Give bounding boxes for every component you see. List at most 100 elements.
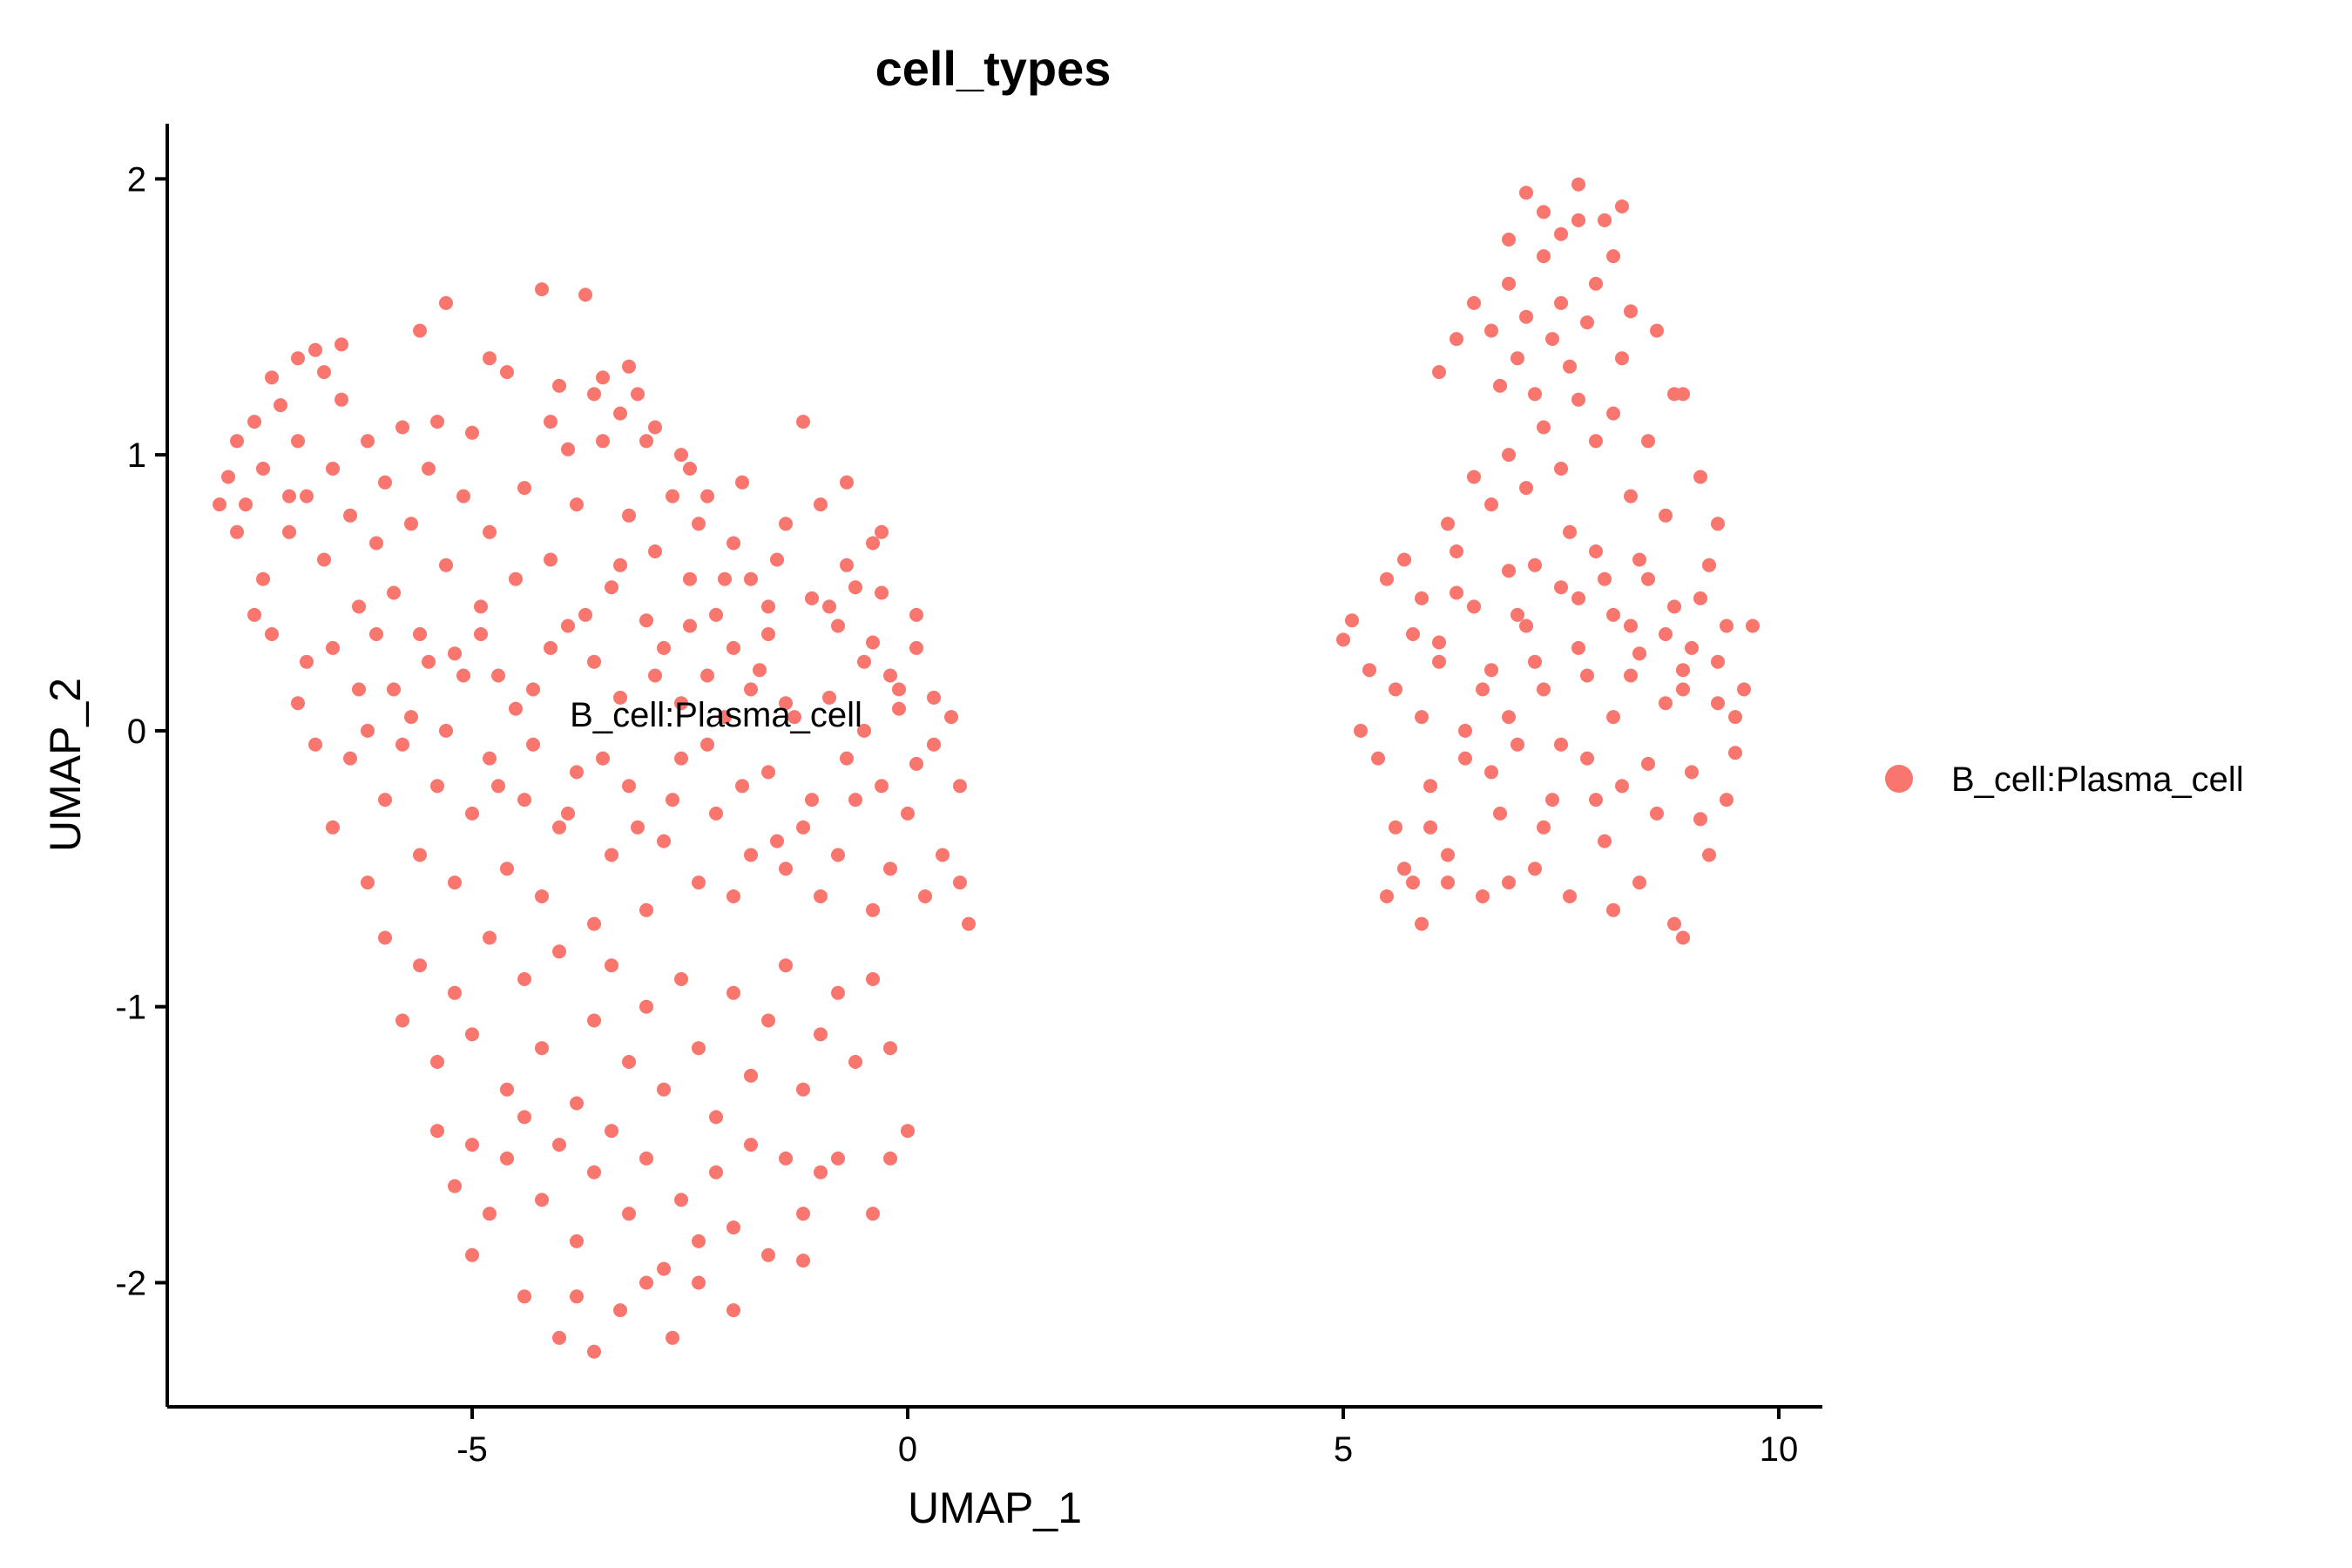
data-point [1484, 765, 1498, 780]
data-point [1563, 524, 1577, 539]
data-point [1571, 177, 1585, 192]
data-point [1615, 779, 1629, 794]
data-point [1484, 497, 1498, 512]
data-point [343, 751, 357, 766]
data-point [1545, 793, 1559, 808]
data-point [1476, 682, 1490, 697]
data-point [544, 640, 558, 655]
data-point [291, 351, 305, 366]
data-point [1441, 848, 1455, 862]
data-point [936, 848, 950, 862]
data-point [483, 351, 497, 366]
data-point [622, 779, 636, 794]
data-point [1432, 635, 1446, 650]
data-point [779, 517, 793, 531]
data-point [683, 462, 697, 476]
data-point [709, 607, 723, 622]
data-point [639, 1151, 653, 1166]
data-point [666, 489, 679, 504]
data-point [456, 489, 470, 504]
data-point [953, 875, 967, 890]
data-point [1389, 682, 1402, 697]
data-point [1415, 591, 1429, 605]
data-point [500, 1151, 514, 1166]
data-point [744, 682, 758, 697]
data-point [1693, 812, 1707, 827]
data-point [1336, 632, 1350, 647]
data-point [639, 1275, 653, 1290]
data-point [517, 972, 531, 986]
data-point [1476, 889, 1490, 903]
data-point [657, 1082, 671, 1097]
data-point [840, 558, 854, 572]
data-point [866, 902, 880, 917]
data-point [657, 1261, 671, 1276]
data-point [239, 497, 253, 512]
data-point [1632, 552, 1646, 567]
data-point [787, 710, 801, 725]
data-point [1667, 916, 1681, 931]
data-point [1685, 765, 1699, 780]
data-point [430, 779, 444, 794]
data-point [1615, 351, 1629, 366]
data-point [814, 497, 828, 512]
data-point [1511, 737, 1524, 752]
data-point [1389, 820, 1402, 835]
data-point [1580, 315, 1594, 330]
data-point [1728, 746, 1742, 760]
data-point [866, 1206, 880, 1221]
data-point [1606, 710, 1620, 725]
data-point [831, 985, 845, 1000]
data-point [683, 618, 697, 633]
data-point [840, 475, 854, 490]
data-point [1598, 571, 1612, 586]
data-point [753, 663, 767, 678]
data-point [474, 627, 488, 641]
data-point [448, 875, 462, 890]
data-point [1467, 599, 1481, 614]
data-point [578, 287, 592, 302]
data-point [335, 392, 348, 407]
points-layer [213, 177, 1760, 1359]
data-point [613, 558, 627, 572]
data-point [1397, 552, 1411, 567]
data-point [448, 1179, 462, 1193]
data-point [1371, 751, 1385, 766]
data-point [430, 1055, 444, 1069]
data-point [831, 848, 845, 862]
y-tick-label: 0 [127, 713, 146, 751]
data-point [883, 1151, 897, 1166]
data-point [221, 470, 235, 484]
data-point [622, 1055, 636, 1069]
data-point [814, 1165, 828, 1179]
chart-title: cell_types [875, 41, 1112, 96]
data-point [1493, 378, 1507, 393]
data-point [361, 875, 375, 890]
data-point [587, 387, 601, 402]
data-point [465, 806, 479, 821]
data-point [1746, 618, 1760, 633]
data-point [1676, 930, 1690, 945]
data-point [552, 820, 566, 835]
data-point [648, 544, 662, 558]
data-point [1659, 508, 1673, 523]
data-point [735, 779, 749, 794]
data-point [413, 958, 427, 973]
data-point [909, 640, 923, 655]
data-point [535, 282, 549, 297]
data-point [692, 875, 706, 890]
data-point [247, 415, 261, 429]
data-point [796, 820, 810, 835]
data-point [517, 793, 531, 808]
data-point [1362, 663, 1376, 678]
data-point [1650, 806, 1664, 821]
data-point [274, 398, 287, 413]
data-point [700, 489, 714, 504]
data-point [770, 834, 784, 848]
legend-key-b-cell-plasma-cell [1885, 765, 1913, 793]
data-point [256, 462, 270, 476]
data-point [1502, 276, 1516, 291]
data-point [631, 820, 645, 835]
data-point [1432, 365, 1446, 380]
data-point [395, 737, 409, 752]
